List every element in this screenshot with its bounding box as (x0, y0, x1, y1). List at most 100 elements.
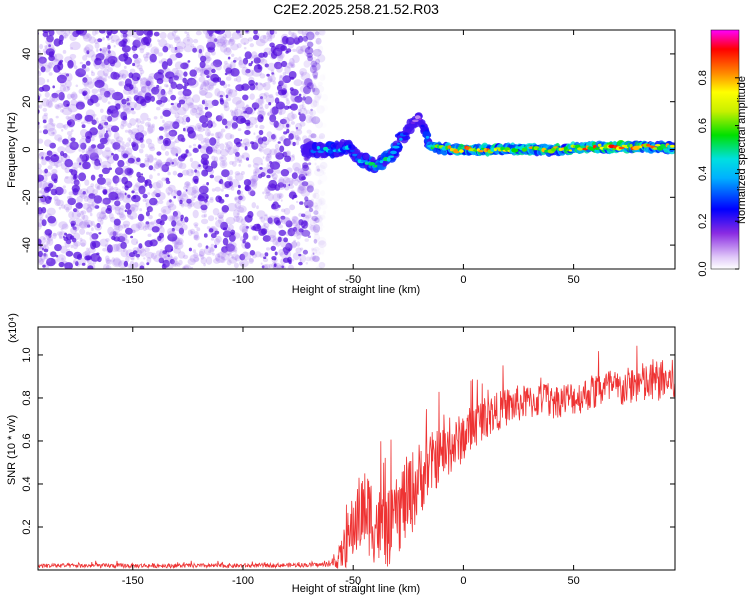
noise-blob (178, 99, 186, 105)
noise-blob (290, 103, 298, 111)
noise-blob (260, 172, 266, 177)
noise-blob (287, 264, 295, 269)
noise-blob (294, 95, 303, 103)
noise-blob (46, 257, 52, 263)
noise-blob (182, 191, 187, 198)
noise-blob (47, 165, 53, 170)
noise-blob (78, 105, 82, 110)
noise-blob (111, 258, 123, 268)
noise-blob (30, 138, 36, 143)
noise-blob (97, 216, 102, 223)
noise-blob (175, 237, 184, 246)
noise-blob (104, 62, 109, 66)
noise-blob (239, 235, 247, 242)
noise-blob (42, 30, 50, 34)
noise-blob (280, 79, 285, 85)
noise-blob (144, 223, 150, 230)
snr-y-multiplier: (x10⁴) (7, 313, 19, 343)
noise-blob (153, 161, 161, 169)
noise-blob (147, 155, 154, 164)
noise-blob (162, 109, 171, 117)
noise-blob (73, 208, 78, 213)
noise-blob (310, 59, 314, 63)
noise-blob (296, 234, 301, 240)
noise-blob (153, 116, 158, 120)
noise-blob (273, 257, 277, 262)
noise-blob (161, 98, 164, 102)
noise-blob (173, 210, 182, 219)
noise-blob (46, 207, 56, 216)
noise-blob (122, 248, 126, 253)
noise-blob (177, 189, 182, 196)
noise-blob (311, 56, 317, 63)
noise-blob (103, 263, 110, 269)
noise-blob (102, 247, 107, 252)
noise-blob (158, 96, 162, 101)
noise-blob (192, 46, 196, 50)
noise-blob (207, 163, 211, 167)
noise-blob (233, 262, 239, 269)
noise-blob (68, 196, 73, 200)
noise-blob (130, 257, 135, 261)
noise-blob (304, 196, 309, 202)
noise-blob (240, 195, 246, 202)
noise-blob (313, 256, 321, 263)
noise-blob (195, 30, 202, 36)
noise-blob (199, 115, 209, 124)
noise-blob (271, 256, 277, 261)
noise-blob (301, 81, 304, 85)
noise-blob (278, 224, 284, 229)
noise-blob (253, 171, 258, 176)
noise-blob (46, 79, 50, 83)
noise-blob (211, 68, 216, 74)
noise-blob (156, 99, 163, 105)
noise-blob (270, 30, 275, 33)
noise-blob (32, 227, 37, 232)
noise-blob (229, 245, 238, 253)
noise-blob (276, 192, 284, 199)
noise-blob (170, 105, 178, 115)
noise-blob (173, 195, 177, 199)
noise-blob (311, 116, 321, 125)
noise-blob (123, 224, 130, 229)
noise-blob (316, 164, 326, 173)
noise-blob (258, 173, 262, 178)
noise-blob (100, 206, 107, 215)
noise-blob (273, 31, 278, 35)
noise-blob (310, 253, 316, 261)
noise-blob (66, 73, 73, 82)
noise-blob (181, 233, 184, 237)
noise-blob (72, 175, 77, 180)
noise-blob (257, 114, 264, 123)
noise-blob (192, 148, 199, 153)
noise-blob (223, 245, 229, 254)
noise-blob (263, 214, 269, 221)
noise-blob (71, 143, 77, 148)
noise-blob (86, 231, 90, 235)
noise-blob (278, 229, 287, 236)
noise-blob (307, 184, 314, 193)
noise-blob (60, 204, 66, 209)
noise-blob (254, 117, 258, 121)
noise-blob (322, 94, 328, 102)
y-tick-label: 0 (21, 146, 33, 152)
noise-blob (228, 91, 233, 96)
noise-blob (290, 241, 298, 248)
signal-core (580, 145, 585, 149)
y-tick-label: -40 (21, 237, 33, 253)
signal-core (348, 144, 352, 149)
noise-blob (86, 206, 93, 214)
noise-blob (236, 30, 243, 36)
noise-blob (61, 188, 67, 195)
noise-blob (302, 249, 308, 255)
noise-blob (113, 72, 120, 80)
noise-blob (66, 131, 73, 136)
noise-blob (165, 85, 169, 88)
noise-blob (185, 116, 191, 123)
noise-blob (307, 214, 312, 219)
noise-blob (94, 224, 102, 231)
noise-blob (259, 253, 265, 258)
noise-blob (185, 149, 189, 154)
noise-blob (211, 155, 216, 161)
noise-blob (38, 77, 46, 86)
